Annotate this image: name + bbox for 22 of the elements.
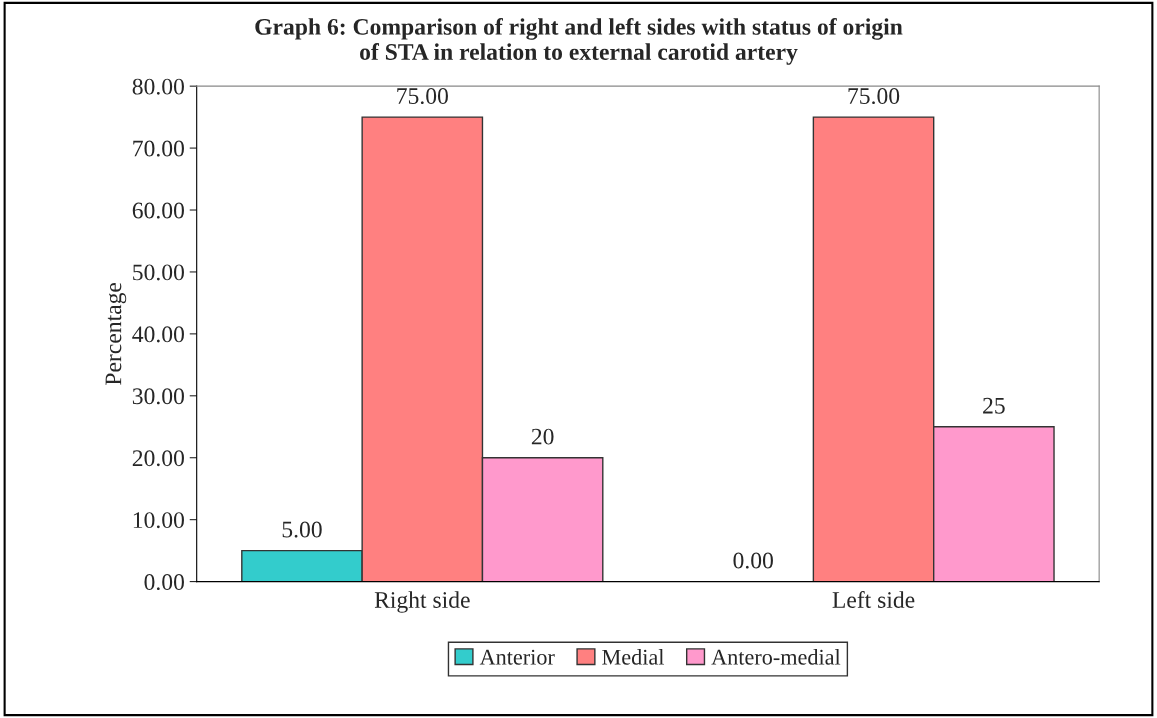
legend-label: Medial	[602, 649, 665, 665]
x-tick-label: Left side	[832, 591, 915, 608]
y-tick-label: 20.00	[132, 450, 184, 467]
data-label: 0.00	[733, 552, 773, 569]
y-axis-title: Percentage	[105, 282, 127, 385]
x-tick-label: Right side	[374, 591, 470, 613]
data-label: 75.00	[848, 88, 900, 105]
data-label: 5.00	[282, 521, 322, 538]
data-label: 75.00	[397, 88, 448, 105]
y-tick-label: 60.00	[132, 202, 184, 219]
y-tick-label: 10.00	[133, 512, 184, 529]
legend-label: Antero-medial	[711, 649, 841, 665]
data-label: 25	[983, 397, 1005, 414]
chart-title: Graph 6: Comparison of right and left sides with status of origin of STA in relation to external carotid artery	[255, 17, 903, 65]
y-tick-label: 80.00	[132, 78, 184, 95]
y-tick-label: 50.00	[133, 264, 184, 281]
y-tick-label: 40.00	[132, 326, 184, 343]
y-tick-label: 30.00	[132, 388, 184, 405]
y-tick-label: 0.00	[144, 574, 184, 591]
legend-label: Anterior	[479, 649, 555, 665]
data-label: 20	[531, 428, 554, 445]
y-tick-label: 70.00	[133, 140, 184, 157]
